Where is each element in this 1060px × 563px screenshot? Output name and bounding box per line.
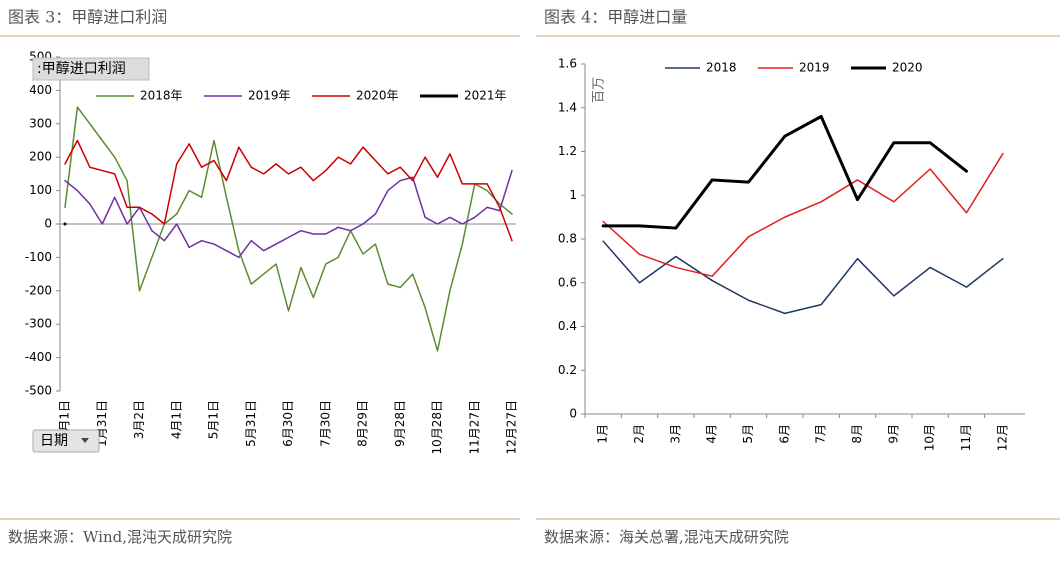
x-tick-label: 7月30日 [318,400,332,447]
y-tick-label: 1.4 [558,100,577,114]
y-tick-label: 1.6 [558,57,577,71]
x-tick-label: 6月30日 [281,400,295,447]
series-line [64,106,513,352]
legend-label: 2020 [892,61,923,75]
y-tick-label: 100 [29,183,52,197]
y-tick-label: 300 [29,116,52,130]
y-tick-label: 0 [44,217,52,231]
x-tick-label: 11月 [959,424,973,451]
legend-label: 2021年 [464,89,507,103]
y-tick-label: 400 [29,83,52,97]
legend-label: 2018年 [140,89,183,103]
y-tick-label: 0.8 [558,232,577,246]
y-tick-label: 0.2 [558,363,577,377]
x-tick-label: 9月 [886,424,900,444]
source-note: 数据来源：海关总署,混沌天成研究院 [544,528,789,546]
x-tick-label: 10月 [923,424,937,451]
x-tick-label: 1月 [596,424,610,444]
y-tick-label: 1 [569,188,577,202]
x-tick-label: 2月 [632,424,646,444]
y-tick-label: -500 [25,384,52,398]
filter-button[interactable] [32,429,100,453]
x-tick-label: 3月2日 [132,400,146,439]
y-tick-label: -300 [25,317,52,331]
field-label: :甲醇进口利润 [37,60,126,77]
x-tick-label: 5月1日 [207,400,221,439]
x-tick-label: 6月 [777,424,791,444]
y-tick-label: 200 [29,150,52,164]
x-tick-label: 3月 [668,424,682,444]
series-line [602,152,1004,277]
x-tick-label: 1月1日 [58,400,72,439]
x-tick-label: 9月28日 [393,400,407,447]
x-tick-label: 5月 [741,424,755,444]
source-note: 数据来源：Wind,混沌天成研究院 [8,528,232,546]
x-tick-label: 11月27日 [467,400,481,455]
y-tick-label: -100 [25,250,52,264]
x-tick-label: 7月 [814,424,828,444]
filter-label: 日期 [40,433,68,449]
x-tick-label: 12月27日 [505,400,519,455]
y-tick-label: 1.2 [558,144,577,158]
legend-label: 2019 [799,61,830,75]
x-tick-label: 4月1日 [169,400,183,439]
y-tick-label: -400 [25,350,52,364]
y-tick-label: 0.6 [558,275,577,289]
series-line [602,240,1004,315]
x-tick-label: 8月 [850,424,864,444]
y-tick-label: 0 [569,407,577,421]
y-tick-label: -200 [25,283,52,297]
legend-label: 2020年 [356,89,399,103]
legend-label: 2019年 [248,89,291,103]
x-tick-label: 4月 [705,424,719,444]
chart-title: 图表 3：甲醇进口利润 [8,8,167,27]
series-line [64,169,513,259]
x-tick-label: 10月28日 [430,400,444,455]
y-tick-label: 0.4 [558,319,577,333]
legend-label: 2018 [706,61,737,75]
y-axis-label: 百万 [592,77,607,103]
series-line [601,115,968,230]
dropdown-icon [81,438,89,443]
x-tick-label: 12月 [995,424,1009,451]
chart-title: 图表 4：甲醇进口量 [544,8,687,27]
x-tick-label: 8月29日 [356,400,370,447]
x-tick-label: 5月31日 [244,400,258,447]
series-line [64,139,513,242]
field-label-box [32,57,150,81]
